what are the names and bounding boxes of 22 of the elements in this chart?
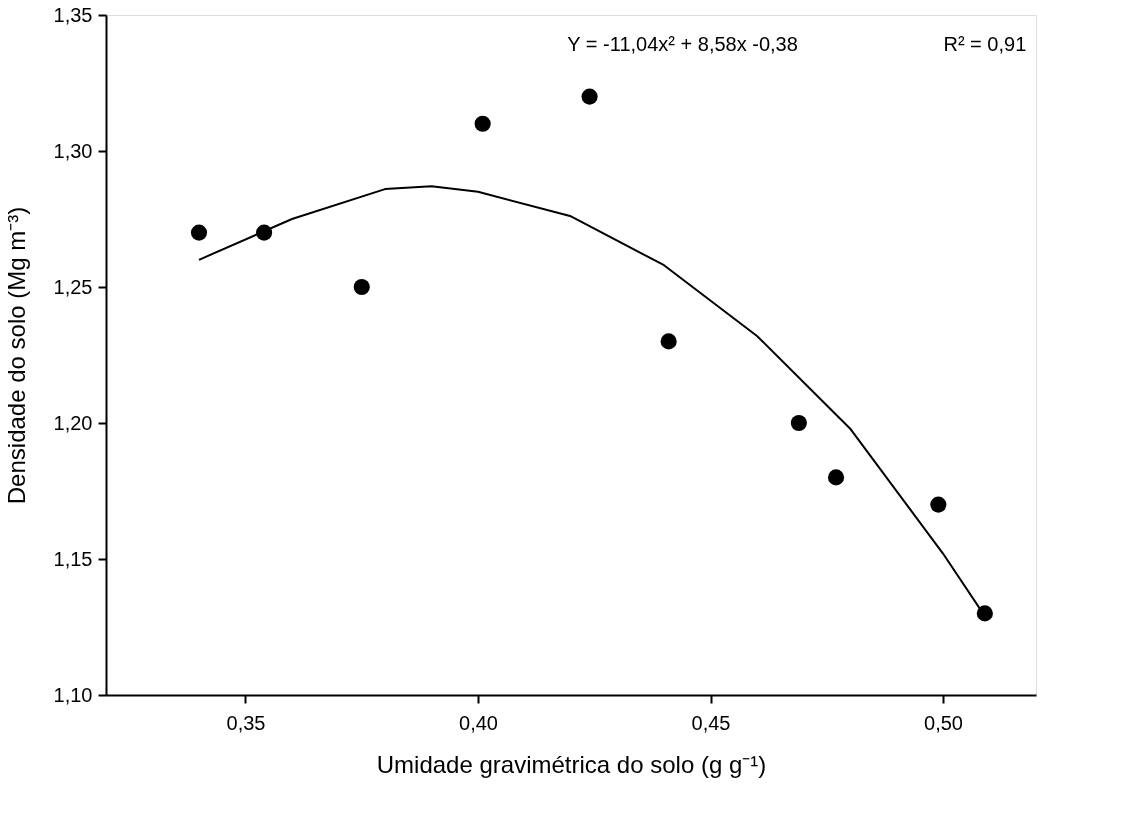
x-tick-label: 0,35	[226, 711, 266, 734]
point	[660, 333, 677, 350]
y-tick-label: 1,30	[53, 139, 93, 162]
point	[930, 496, 947, 513]
y-tick-label: 1,10	[53, 683, 93, 706]
y-tick-label: 1,20	[53, 411, 93, 434]
point	[190, 224, 208, 241]
annotation: Y = -11,04x² + 8,58x -0,38	[567, 33, 798, 55]
point	[353, 278, 370, 296]
x-axis-title: Umidade gravimétrica do solo (g g⁻¹)	[376, 750, 767, 778]
y-tick-label: 1,15	[53, 547, 93, 570]
y-axis-title: Densidade do solo (Mg m⁻³)	[2, 206, 30, 505]
point	[581, 88, 598, 105]
point	[474, 115, 491, 132]
x-tick-label: 0,40	[459, 711, 498, 734]
point	[790, 414, 807, 432]
x-tick-label: 0,45	[691, 711, 731, 734]
y-tick-label: 1,35	[53, 3, 93, 26]
x-tick-label: 0,50	[924, 711, 963, 734]
annotation: R² = 0,91	[943, 33, 1027, 55]
y-tick-label: 1,25	[53, 275, 93, 298]
point	[827, 469, 845, 486]
